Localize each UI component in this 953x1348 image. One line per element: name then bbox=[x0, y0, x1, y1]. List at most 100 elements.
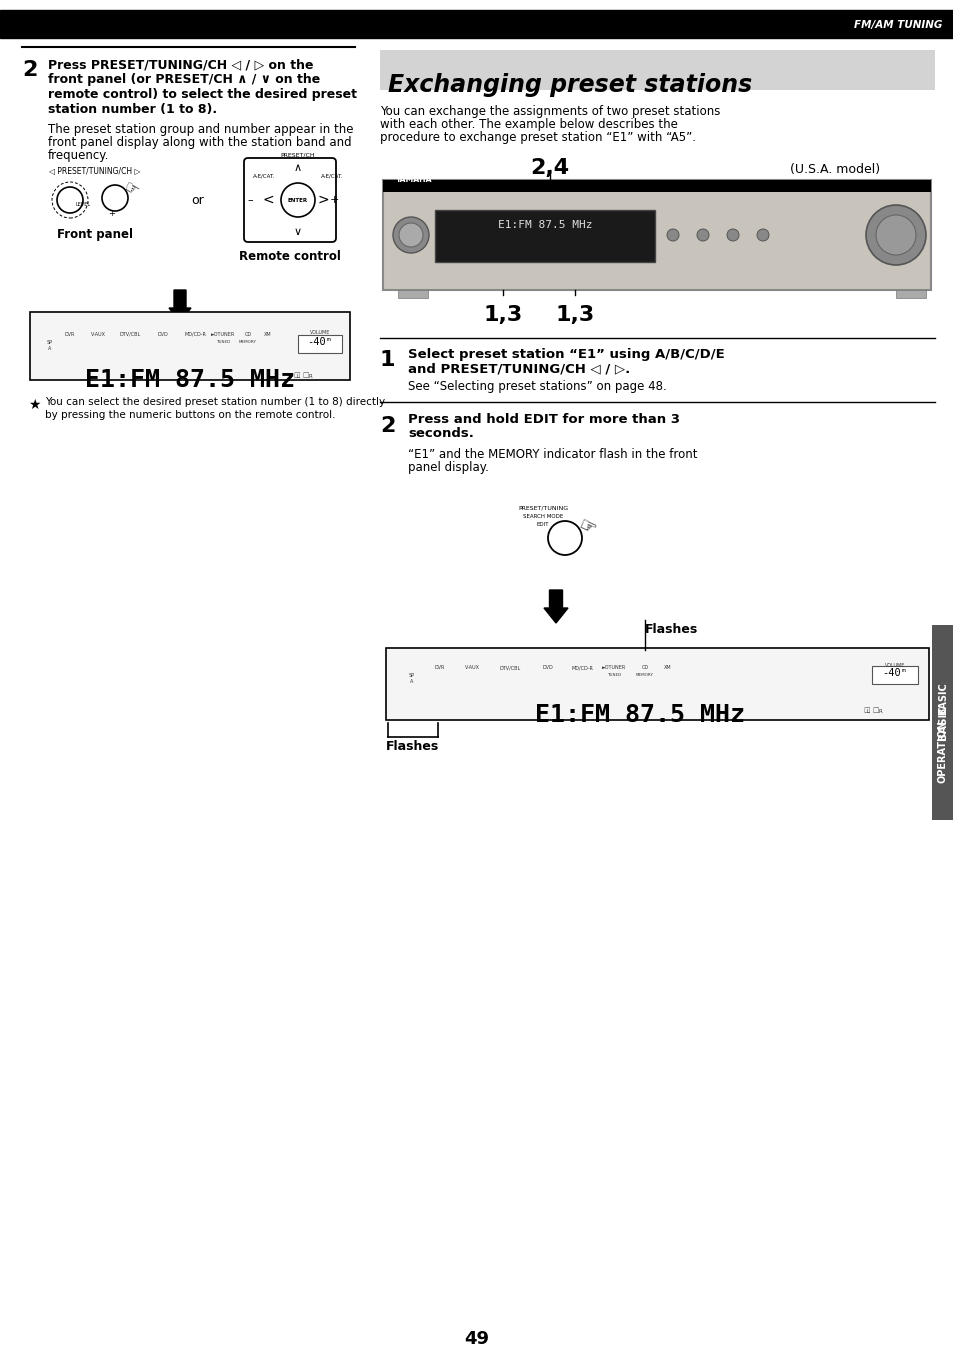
Text: Remote control: Remote control bbox=[239, 249, 340, 263]
Text: YAMAHA: YAMAHA bbox=[395, 175, 431, 183]
Text: 1,3: 1,3 bbox=[555, 305, 594, 325]
Text: Exchanging preset stations: Exchanging preset stations bbox=[388, 73, 752, 97]
Text: DVR: DVR bbox=[435, 665, 445, 670]
Text: CD: CD bbox=[640, 665, 648, 670]
Text: –: – bbox=[247, 195, 253, 205]
Circle shape bbox=[393, 217, 429, 253]
Text: +: + bbox=[108, 209, 114, 217]
Text: -40ᵐ: -40ᵐ bbox=[307, 337, 333, 346]
Text: 1,3: 1,3 bbox=[483, 305, 522, 325]
FancyBboxPatch shape bbox=[382, 181, 930, 290]
Circle shape bbox=[697, 229, 708, 241]
Text: SP: SP bbox=[409, 673, 415, 678]
Text: front panel (or PRESET/CH ∧ / ∨ on the: front panel (or PRESET/CH ∧ / ∨ on the bbox=[48, 73, 320, 86]
Text: ∧: ∧ bbox=[294, 163, 302, 173]
Text: A-E/CAT.: A-E/CAT. bbox=[320, 174, 343, 178]
Bar bbox=[895, 290, 925, 298]
Text: procedure to exchange preset station “E1” with “A5”.: procedure to exchange preset station “E1… bbox=[379, 131, 696, 144]
Text: A: A bbox=[410, 679, 414, 683]
Text: VOLUME: VOLUME bbox=[883, 663, 904, 669]
Text: ◁ PRESET/TUNING/CH ▷: ◁ PRESET/TUNING/CH ▷ bbox=[50, 166, 140, 175]
Text: TUNED: TUNED bbox=[606, 673, 620, 677]
Text: VOLUME: VOLUME bbox=[310, 330, 330, 336]
Circle shape bbox=[865, 205, 925, 266]
Text: ►OTUNER: ►OTUNER bbox=[601, 665, 625, 670]
Text: TUNED: TUNED bbox=[215, 340, 230, 344]
Text: ★: ★ bbox=[28, 398, 40, 412]
Text: +: + bbox=[329, 195, 338, 205]
Text: 2,4: 2,4 bbox=[530, 158, 569, 178]
Text: □ □: □ □ bbox=[294, 372, 310, 377]
Text: MD/CD-R: MD/CD-R bbox=[571, 665, 593, 670]
Text: V-AUX: V-AUX bbox=[91, 332, 106, 337]
Bar bbox=[297, 336, 341, 353]
Text: Press PRESET/TUNING/CH ◁ / ▷ on the: Press PRESET/TUNING/CH ◁ / ▷ on the bbox=[48, 58, 314, 71]
Text: CD: CD bbox=[244, 332, 252, 337]
Text: >: > bbox=[316, 193, 329, 208]
Text: E1:FM 87.5 MHz: E1:FM 87.5 MHz bbox=[535, 704, 744, 727]
Bar bbox=[379, 50, 934, 90]
Text: DTV/CBL: DTV/CBL bbox=[119, 332, 140, 337]
Text: E1:FM 87.5 MHz: E1:FM 87.5 MHz bbox=[497, 220, 592, 231]
Bar bbox=[931, 625, 953, 820]
Text: station number (1 to 8).: station number (1 to 8). bbox=[48, 102, 217, 116]
Bar bbox=[871, 666, 917, 683]
Circle shape bbox=[875, 214, 915, 255]
Text: BASIC: BASIC bbox=[937, 705, 947, 740]
Bar bbox=[386, 648, 928, 720]
Text: MEMORY: MEMORY bbox=[239, 340, 256, 344]
Text: -40ᵐ: -40ᵐ bbox=[882, 669, 906, 678]
Text: □ □: □ □ bbox=[863, 706, 879, 713]
Text: remote control) to select the desired preset: remote control) to select the desired pr… bbox=[48, 88, 356, 101]
Text: L: L bbox=[296, 373, 299, 379]
Text: by pressing the numeric buttons on the remote control.: by pressing the numeric buttons on the r… bbox=[45, 410, 335, 421]
Text: DVR: DVR bbox=[65, 332, 75, 337]
Circle shape bbox=[726, 229, 739, 241]
Text: ☞: ☞ bbox=[575, 516, 598, 541]
Text: ENTER: ENTER bbox=[288, 198, 308, 202]
Text: with each other. The example below describes the: with each other. The example below descr… bbox=[379, 119, 678, 131]
Text: V-AUX: V-AUX bbox=[464, 665, 479, 670]
Text: frequency.: frequency. bbox=[48, 150, 110, 162]
Text: 2: 2 bbox=[379, 417, 395, 435]
Text: BASIC: BASIC bbox=[937, 682, 947, 716]
Text: PRESET/TUNING: PRESET/TUNING bbox=[517, 506, 567, 511]
Text: DVD: DVD bbox=[157, 332, 168, 337]
Text: front panel display along with the station band and: front panel display along with the stati… bbox=[48, 136, 352, 150]
Bar bbox=[397, 290, 428, 298]
Text: XM: XM bbox=[264, 332, 272, 337]
Text: DTV/CBL: DTV/CBL bbox=[498, 665, 520, 670]
Text: You can select the desired preset station number (1 to 8) directly: You can select the desired preset statio… bbox=[45, 398, 385, 407]
Text: MD/CD-R: MD/CD-R bbox=[184, 332, 206, 337]
Bar bbox=[382, 181, 930, 191]
Text: MEMORY: MEMORY bbox=[636, 673, 654, 677]
Bar bbox=[435, 210, 655, 262]
Bar bbox=[0, 9, 953, 38]
Text: L: L bbox=[865, 709, 868, 714]
Text: SP: SP bbox=[47, 340, 53, 345]
Text: SEARCH MODE: SEARCH MODE bbox=[522, 514, 562, 519]
Text: A: A bbox=[49, 346, 51, 350]
Text: (U.S.A. model): (U.S.A. model) bbox=[789, 163, 879, 177]
Text: A-E/CAT.: A-E/CAT. bbox=[253, 174, 274, 178]
Text: E1:FM 87.5 MHz: E1:FM 87.5 MHz bbox=[85, 368, 294, 392]
Circle shape bbox=[757, 229, 768, 241]
Text: EDIT: EDIT bbox=[537, 523, 549, 527]
Text: R: R bbox=[877, 709, 881, 714]
Text: OPERATION: OPERATION bbox=[937, 720, 947, 783]
Text: and PRESET/TUNING/CH ◁ / ▷.: and PRESET/TUNING/CH ◁ / ▷. bbox=[408, 363, 630, 375]
Text: ►OTUNER: ►OTUNER bbox=[211, 332, 234, 337]
Text: panel display.: panel display. bbox=[408, 461, 488, 474]
Text: PRESET/CH: PRESET/CH bbox=[280, 152, 315, 158]
Text: or: or bbox=[192, 194, 204, 206]
Text: 1: 1 bbox=[379, 350, 395, 369]
Text: Press and hold EDIT for more than 3: Press and hold EDIT for more than 3 bbox=[408, 412, 679, 426]
FancyArrow shape bbox=[543, 590, 567, 623]
Text: LEVEL: LEVEL bbox=[76, 201, 91, 206]
Text: 49: 49 bbox=[464, 1330, 489, 1348]
Text: See “Selecting preset stations” on page 48.: See “Selecting preset stations” on page … bbox=[408, 380, 666, 394]
Bar bbox=[30, 311, 350, 380]
Text: <: < bbox=[262, 193, 274, 208]
Text: seconds.: seconds. bbox=[408, 427, 474, 439]
Text: You can exchange the assignments of two preset stations: You can exchange the assignments of two … bbox=[379, 105, 720, 119]
